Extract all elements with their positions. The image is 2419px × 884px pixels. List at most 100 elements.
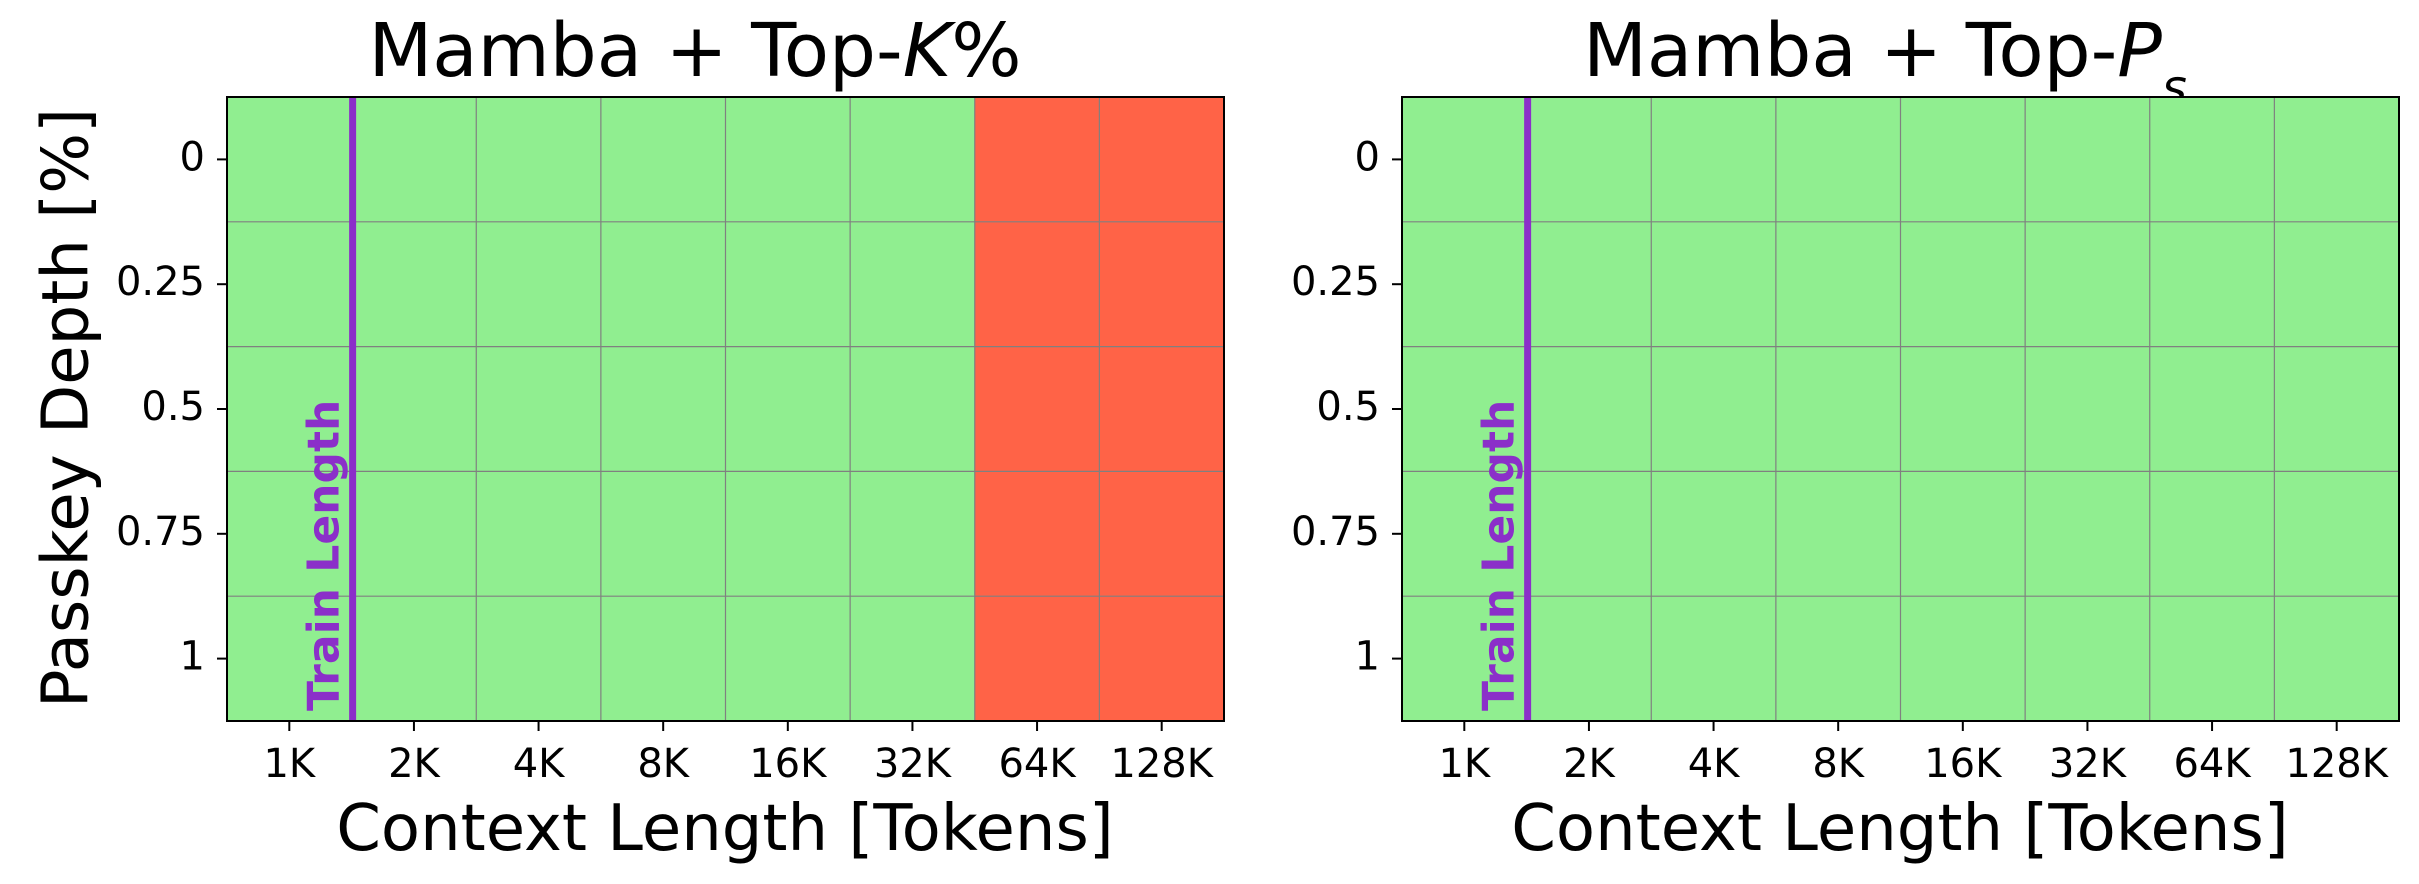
heatmap-cell [1099, 221, 1225, 348]
x-tick-label: 8K [637, 741, 690, 787]
x-tick-label: 128K [2285, 741, 2389, 787]
heatmap-cell [1099, 596, 1225, 722]
x-tick-label: 4K [1688, 741, 1741, 787]
heatmap-cell [600, 97, 726, 223]
heatmap-cell [850, 221, 976, 348]
y-tick-label: 0.5 [141, 384, 205, 430]
heatmap-cell [725, 97, 851, 223]
heatmap-cell [974, 596, 1100, 722]
heatmap-cell [2025, 346, 2151, 472]
heatmap-cell [1526, 596, 1652, 722]
heatmap-panel-top-ps: Mamba + Top-Ps Train Length 1K 2K 4K 8K 16K 3… [1291, 8, 2400, 866]
heatmap-cell [1775, 221, 1901, 348]
heatmap-cell [1402, 97, 1528, 223]
x-tick-label: 1K [263, 741, 316, 787]
heatmap-cell [1775, 471, 1901, 597]
heatmap-cell [974, 221, 1100, 348]
heatmap-cell [1651, 97, 1777, 223]
heatmap-cell [1900, 97, 2026, 223]
train-length-label: Train Length [299, 400, 350, 711]
heatmap-cell [1900, 221, 2026, 348]
heatmap-cell [2149, 471, 2275, 597]
heatmap-cell [1526, 346, 1652, 472]
heatmap-cell [351, 346, 477, 472]
heatmap-panel-top-k: Mamba + Top-K% Train Length 1K 2K 4K 8K 16K 3… [116, 8, 1225, 866]
heatmap-cell [1775, 346, 1901, 472]
y-tick-label: 0.25 [1291, 259, 1380, 305]
x-tick-label: 16K [749, 741, 828, 787]
x-axis-label: Context Length [Tokens] [336, 792, 1114, 866]
train-length-label: Train Length [1474, 400, 1525, 711]
heatmap-cell [850, 97, 976, 223]
heatmap-cell [1099, 97, 1225, 223]
heatmap-cell [2149, 97, 2275, 223]
heatmap-cell [476, 596, 602, 722]
heatmap-cell [2274, 97, 2400, 223]
heatmap-cell [476, 97, 602, 223]
heatmap-cell [1900, 596, 2026, 722]
heatmap-cell [725, 471, 851, 597]
heatmap-cell [2274, 221, 2400, 348]
heatmap-cell [351, 97, 477, 223]
heatmap-cell [1775, 596, 1901, 722]
heatmap-cell [227, 221, 353, 348]
heatmap-cell [227, 346, 353, 472]
heatmap-cell [600, 221, 726, 348]
heatmap-cell [2149, 221, 2275, 348]
heatmap-cell [850, 346, 976, 472]
chart-title: Mamba + Top-K% [368, 8, 1021, 94]
heatmap-cell [1526, 471, 1652, 597]
heatmap-cell [351, 221, 477, 348]
heatmap-cell [1402, 346, 1528, 472]
heatmap-cell [600, 346, 726, 472]
heatmap-cell [476, 221, 602, 348]
x-tick-label: 1K [1438, 741, 1491, 787]
x-tick-label: 64K [998, 741, 1077, 787]
heatmap-cell [1099, 346, 1225, 472]
heatmap-cell [725, 346, 851, 472]
heatmap-cell [1651, 346, 1777, 472]
heatmap-cell [974, 346, 1100, 472]
heatmap-cell [476, 471, 602, 597]
heatmap-cell [725, 221, 851, 348]
x-tick-label: 2K [1563, 741, 1616, 787]
y-tick-label: 0.5 [1316, 384, 1380, 430]
heatmap-cell [1099, 471, 1225, 597]
heatmap-cell [974, 471, 1100, 597]
y-tick-label: 0.25 [116, 259, 205, 305]
heatmap-cell [2025, 471, 2151, 597]
heatmap-cell [351, 471, 477, 597]
y-tick-label: 0 [180, 134, 205, 180]
x-tick-label: 64K [2173, 741, 2252, 787]
heatmap-cell [1402, 471, 1528, 597]
chart-title: Mamba + Top-Ps [1583, 8, 2187, 116]
heatmap-cell [351, 596, 477, 722]
heatmap-cell [2025, 97, 2151, 223]
y-tick-label: 0.75 [116, 509, 205, 555]
heatmap-cell [1651, 471, 1777, 597]
heatmap-cell [1775, 97, 1901, 223]
heatmap-cell [2274, 596, 2400, 722]
heatmap-cell [1526, 97, 1652, 223]
x-tick-label: 128K [1110, 741, 1214, 787]
y-tick-label: 0 [1355, 134, 1380, 180]
y-tick-label: 1 [1355, 634, 1380, 680]
heatmap-cell [725, 596, 851, 722]
heatmap-cell [600, 596, 726, 722]
heatmap-cell [2025, 596, 2151, 722]
heatmap-cell [974, 97, 1100, 223]
y-tick-label: 0.75 [1291, 509, 1380, 555]
x-tick-label: 32K [2049, 741, 2128, 787]
heatmap-cell [1651, 596, 1777, 722]
heatmap-cell [2274, 471, 2400, 597]
heatmap-cell [1900, 346, 2026, 472]
x-tick-label: 2K [388, 741, 441, 787]
heatmap-cell [227, 471, 353, 597]
x-tick-label: 32K [874, 741, 953, 787]
heatmap-cell [1526, 221, 1652, 348]
plot-frame [1401, 96, 2400, 722]
heatmap-cell [227, 596, 353, 722]
x-tick-label: 16K [1924, 741, 2003, 787]
heatmap-cell [2025, 221, 2151, 348]
